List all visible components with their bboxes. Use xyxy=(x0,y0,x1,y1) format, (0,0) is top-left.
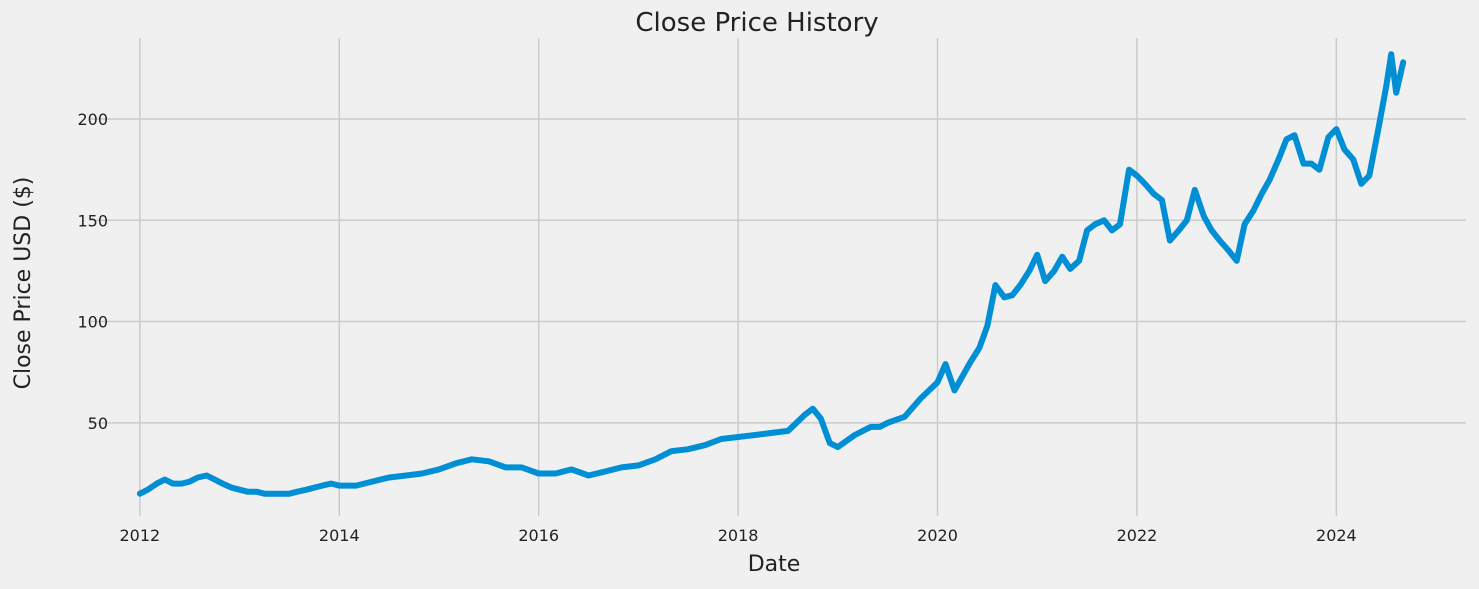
x-tick-label: 2016 xyxy=(518,526,559,545)
y-tick-label: 50 xyxy=(88,414,108,433)
chart-title: Close Price History xyxy=(635,8,878,38)
x-tick-label: 2012 xyxy=(119,526,160,545)
x-axis-title: Date xyxy=(748,552,801,577)
y-axis-title: Close Price USD ($) xyxy=(11,177,36,390)
close-price-series-line xyxy=(136,51,1407,497)
y-axis-ticks: 50 100 150 200 xyxy=(77,110,108,433)
x-axis-ticks: 2012 2014 2016 2018 2020 2022 2024 xyxy=(119,526,1356,545)
y-tick-label: 200 xyxy=(77,110,108,129)
x-tick-label: 2018 xyxy=(718,526,759,545)
x-tick-label: 2022 xyxy=(1117,526,1158,545)
y-tick-label: 100 xyxy=(77,313,108,332)
x-tick-label: 2014 xyxy=(319,526,360,545)
x-tick-label: 2024 xyxy=(1316,526,1357,545)
grid-lines xyxy=(90,38,1466,516)
series-layer xyxy=(136,51,1407,497)
y-tick-label: 150 xyxy=(77,211,108,230)
x-tick-label: 2020 xyxy=(917,526,958,545)
